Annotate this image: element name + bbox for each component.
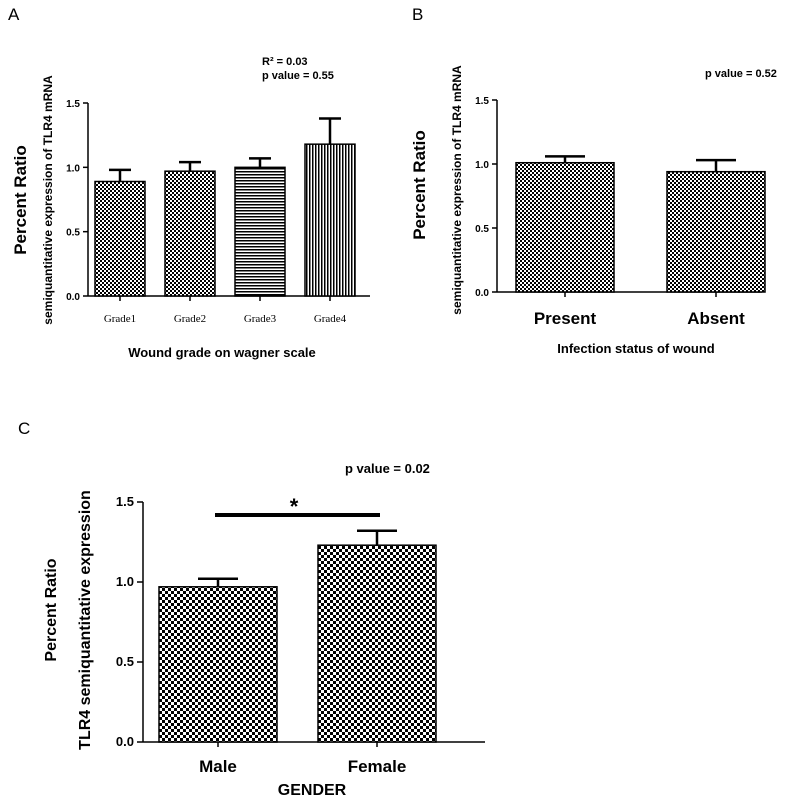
- panel-c-p-value: p value = 0.02: [345, 461, 430, 476]
- panel-c-significance-star: *: [290, 494, 299, 519]
- y-tick-label: 0.5: [66, 228, 80, 239]
- y-tick-label: 0.5: [116, 654, 134, 669]
- panel-b-bars: [515, 155, 766, 293]
- panel-a-r-squared: R² = 0.03: [262, 56, 308, 68]
- panel-c-letter: C: [18, 419, 30, 438]
- panel-b-xlabel: Infection status of wound: [557, 341, 714, 356]
- panel-a-ylabel: Percent Ratio: [11, 145, 30, 255]
- y-tick-label: 1.0: [475, 160, 489, 171]
- panel-b-ylabel: Percent Ratio: [410, 130, 429, 240]
- category-label: Grade3: [244, 313, 277, 325]
- panel-c-yticks: 0.0 0.5 1.0 1.5: [116, 494, 143, 749]
- panel-a-letter: A: [8, 5, 20, 24]
- category-label: Female: [348, 757, 407, 776]
- panel-c-xlabel: GENDER: [278, 782, 347, 799]
- category-label: Grade4: [314, 313, 347, 325]
- panel-c-bars: [158, 529, 437, 743]
- bar-grade3: [234, 166, 286, 297]
- y-tick-label: 1.0: [66, 163, 80, 174]
- bar-grade1: [94, 180, 146, 297]
- y-tick-label: 0.5: [475, 224, 489, 235]
- y-tick-label: 0.0: [475, 288, 489, 299]
- y-tick-label: 1.0: [116, 574, 134, 589]
- panel-b-letter: B: [412, 5, 423, 24]
- panel-b-p-value: p value = 0.52: [705, 68, 777, 80]
- y-tick-label: 1.5: [116, 494, 134, 509]
- y-tick-label: 0.0: [66, 292, 80, 303]
- bar-grade2: [164, 170, 216, 297]
- panel-a-yticks: 0.0 0.5 1.0 1.5: [66, 99, 88, 303]
- bar-absent: [666, 170, 766, 293]
- bar-male: [158, 586, 278, 743]
- y-tick-label: 1.5: [66, 99, 80, 110]
- category-label: Grade2: [174, 313, 206, 325]
- category-label: Absent: [687, 309, 745, 328]
- panel-a-ylabel-sub: semiquantitative expression of TLR4 mRNA: [41, 75, 55, 325]
- panel-b-yticks: 0.0 0.5 1.0 1.5: [475, 96, 497, 299]
- chart-panel-c: C Percent Ratio TLR4 semiquantitative ex…: [18, 419, 485, 799]
- category-label: Male: [199, 757, 237, 776]
- panel-a-xlabel: Wound grade on wagner scale: [128, 345, 316, 360]
- panel-c-ylabel-sub: TLR4 semiquantitative expression: [77, 490, 94, 750]
- panel-c-categories: Male Female: [199, 742, 406, 776]
- bar-grade4: [304, 143, 356, 297]
- y-tick-label: 0.0: [116, 734, 134, 749]
- category-label: Grade1: [104, 313, 136, 325]
- panel-a-bars: [94, 117, 356, 297]
- chart-panel-b: B Percent Ratio semiquantitative express…: [410, 5, 777, 356]
- panel-a-p-value: p value = 0.55: [262, 70, 334, 82]
- panel-c-ylabel: Percent Ratio: [43, 558, 60, 661]
- chart-panel-a: A Percent Ratio semiquantitative express…: [8, 5, 370, 360]
- panel-b-categories: Present Absent: [534, 292, 745, 328]
- panel-a-categories: Grade1 Grade2 Grade3 Grade4: [104, 296, 347, 325]
- panel-b-ylabel-sub: semiquantitative expression of TLR4 mRNA: [450, 65, 464, 315]
- bar-present: [515, 161, 615, 293]
- y-tick-label: 1.5: [475, 96, 489, 107]
- bar-female: [317, 544, 437, 743]
- category-label: Present: [534, 309, 597, 328]
